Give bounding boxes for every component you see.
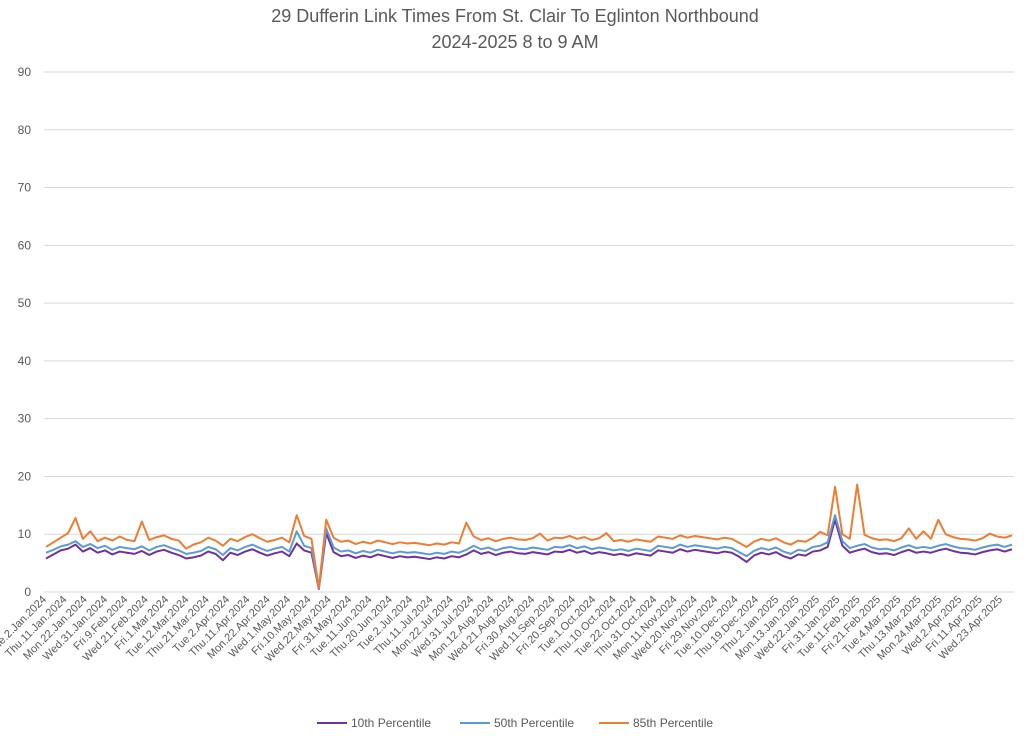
legend: 10th Percentile 50th Percentile 85th Perce… <box>317 716 713 730</box>
y-tick-label: 20 <box>18 469 32 483</box>
legend-label: 50th Percentile <box>494 716 574 730</box>
y-axis-tick-labels: 0 10 20 30 40 50 60 70 80 90 <box>18 65 32 599</box>
y-tick-label: 90 <box>18 65 32 79</box>
x-axis-tick-labels: Tue.2.Jan.2024Thu.11.Jan.2024Mon.22.Jan.… <box>0 594 1005 665</box>
y-tick-label: 10 <box>18 527 32 541</box>
y-tick-label: 80 <box>18 123 32 137</box>
legend-label: 10th Percentile <box>351 716 431 730</box>
series-line-85th-percentile <box>45 483 1013 589</box>
y-tick-label: 70 <box>18 181 32 195</box>
series-lines <box>45 483 1013 591</box>
series-line-10th-percentile <box>45 518 1013 591</box>
y-tick-label: 0 <box>24 585 31 599</box>
y-tick-label: 50 <box>18 296 32 310</box>
series-line-50th-percentile <box>45 514 1013 590</box>
chart-title: 29 Dufferin Link Times From St. Clair To… <box>271 6 759 26</box>
gridlines <box>44 71 1014 593</box>
y-tick-label: 40 <box>18 354 32 368</box>
legend-label: 85th Percentile <box>633 716 713 730</box>
chart-subtitle: 2024-2025 8 to 9 AM <box>431 32 598 52</box>
y-tick-label: 60 <box>18 238 32 252</box>
y-tick-label: 30 <box>18 412 32 426</box>
